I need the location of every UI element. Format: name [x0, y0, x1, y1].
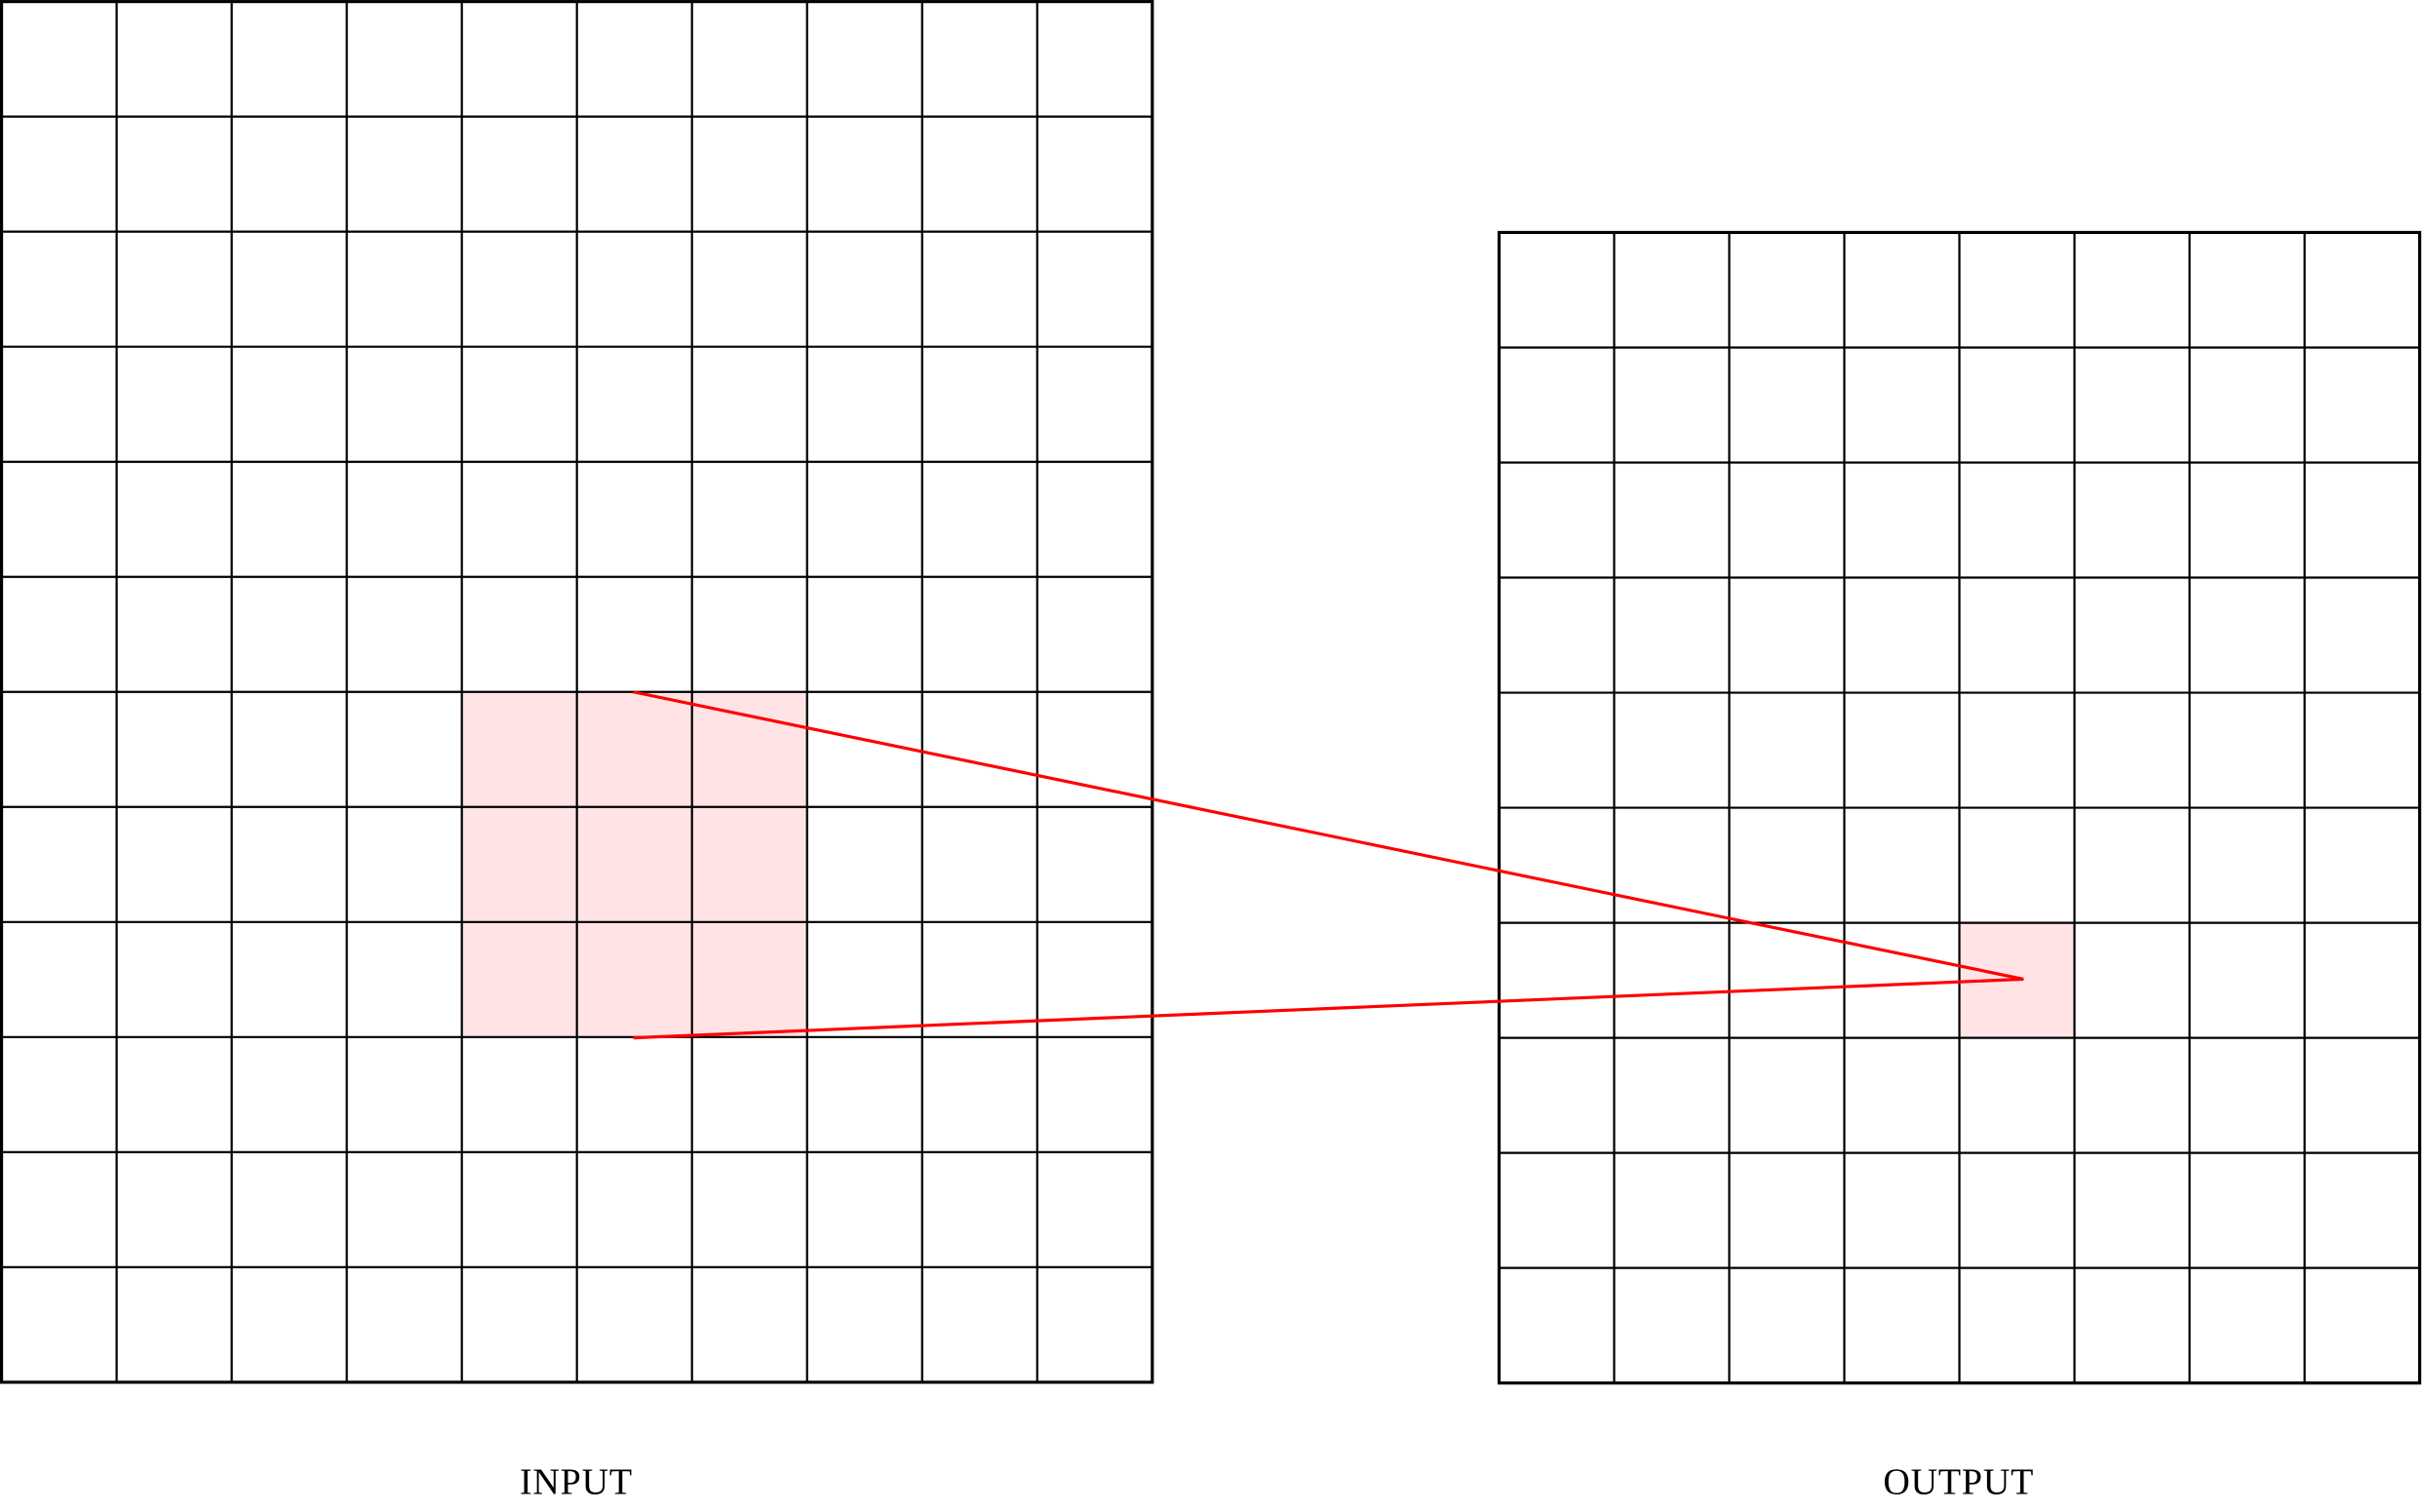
output-label: OUTPUT — [1883, 1462, 2034, 1503]
grid-border — [0, 0, 1154, 1384]
receptive-field — [461, 691, 807, 1038]
grid-border — [1497, 230, 2422, 1385]
connector-lines — [633, 690, 2024, 1040]
highlights — [461, 691, 2074, 1038]
grids — [0, 0, 2422, 1385]
input-label: INPUT — [520, 1462, 633, 1503]
connector — [633, 690, 2024, 1040]
